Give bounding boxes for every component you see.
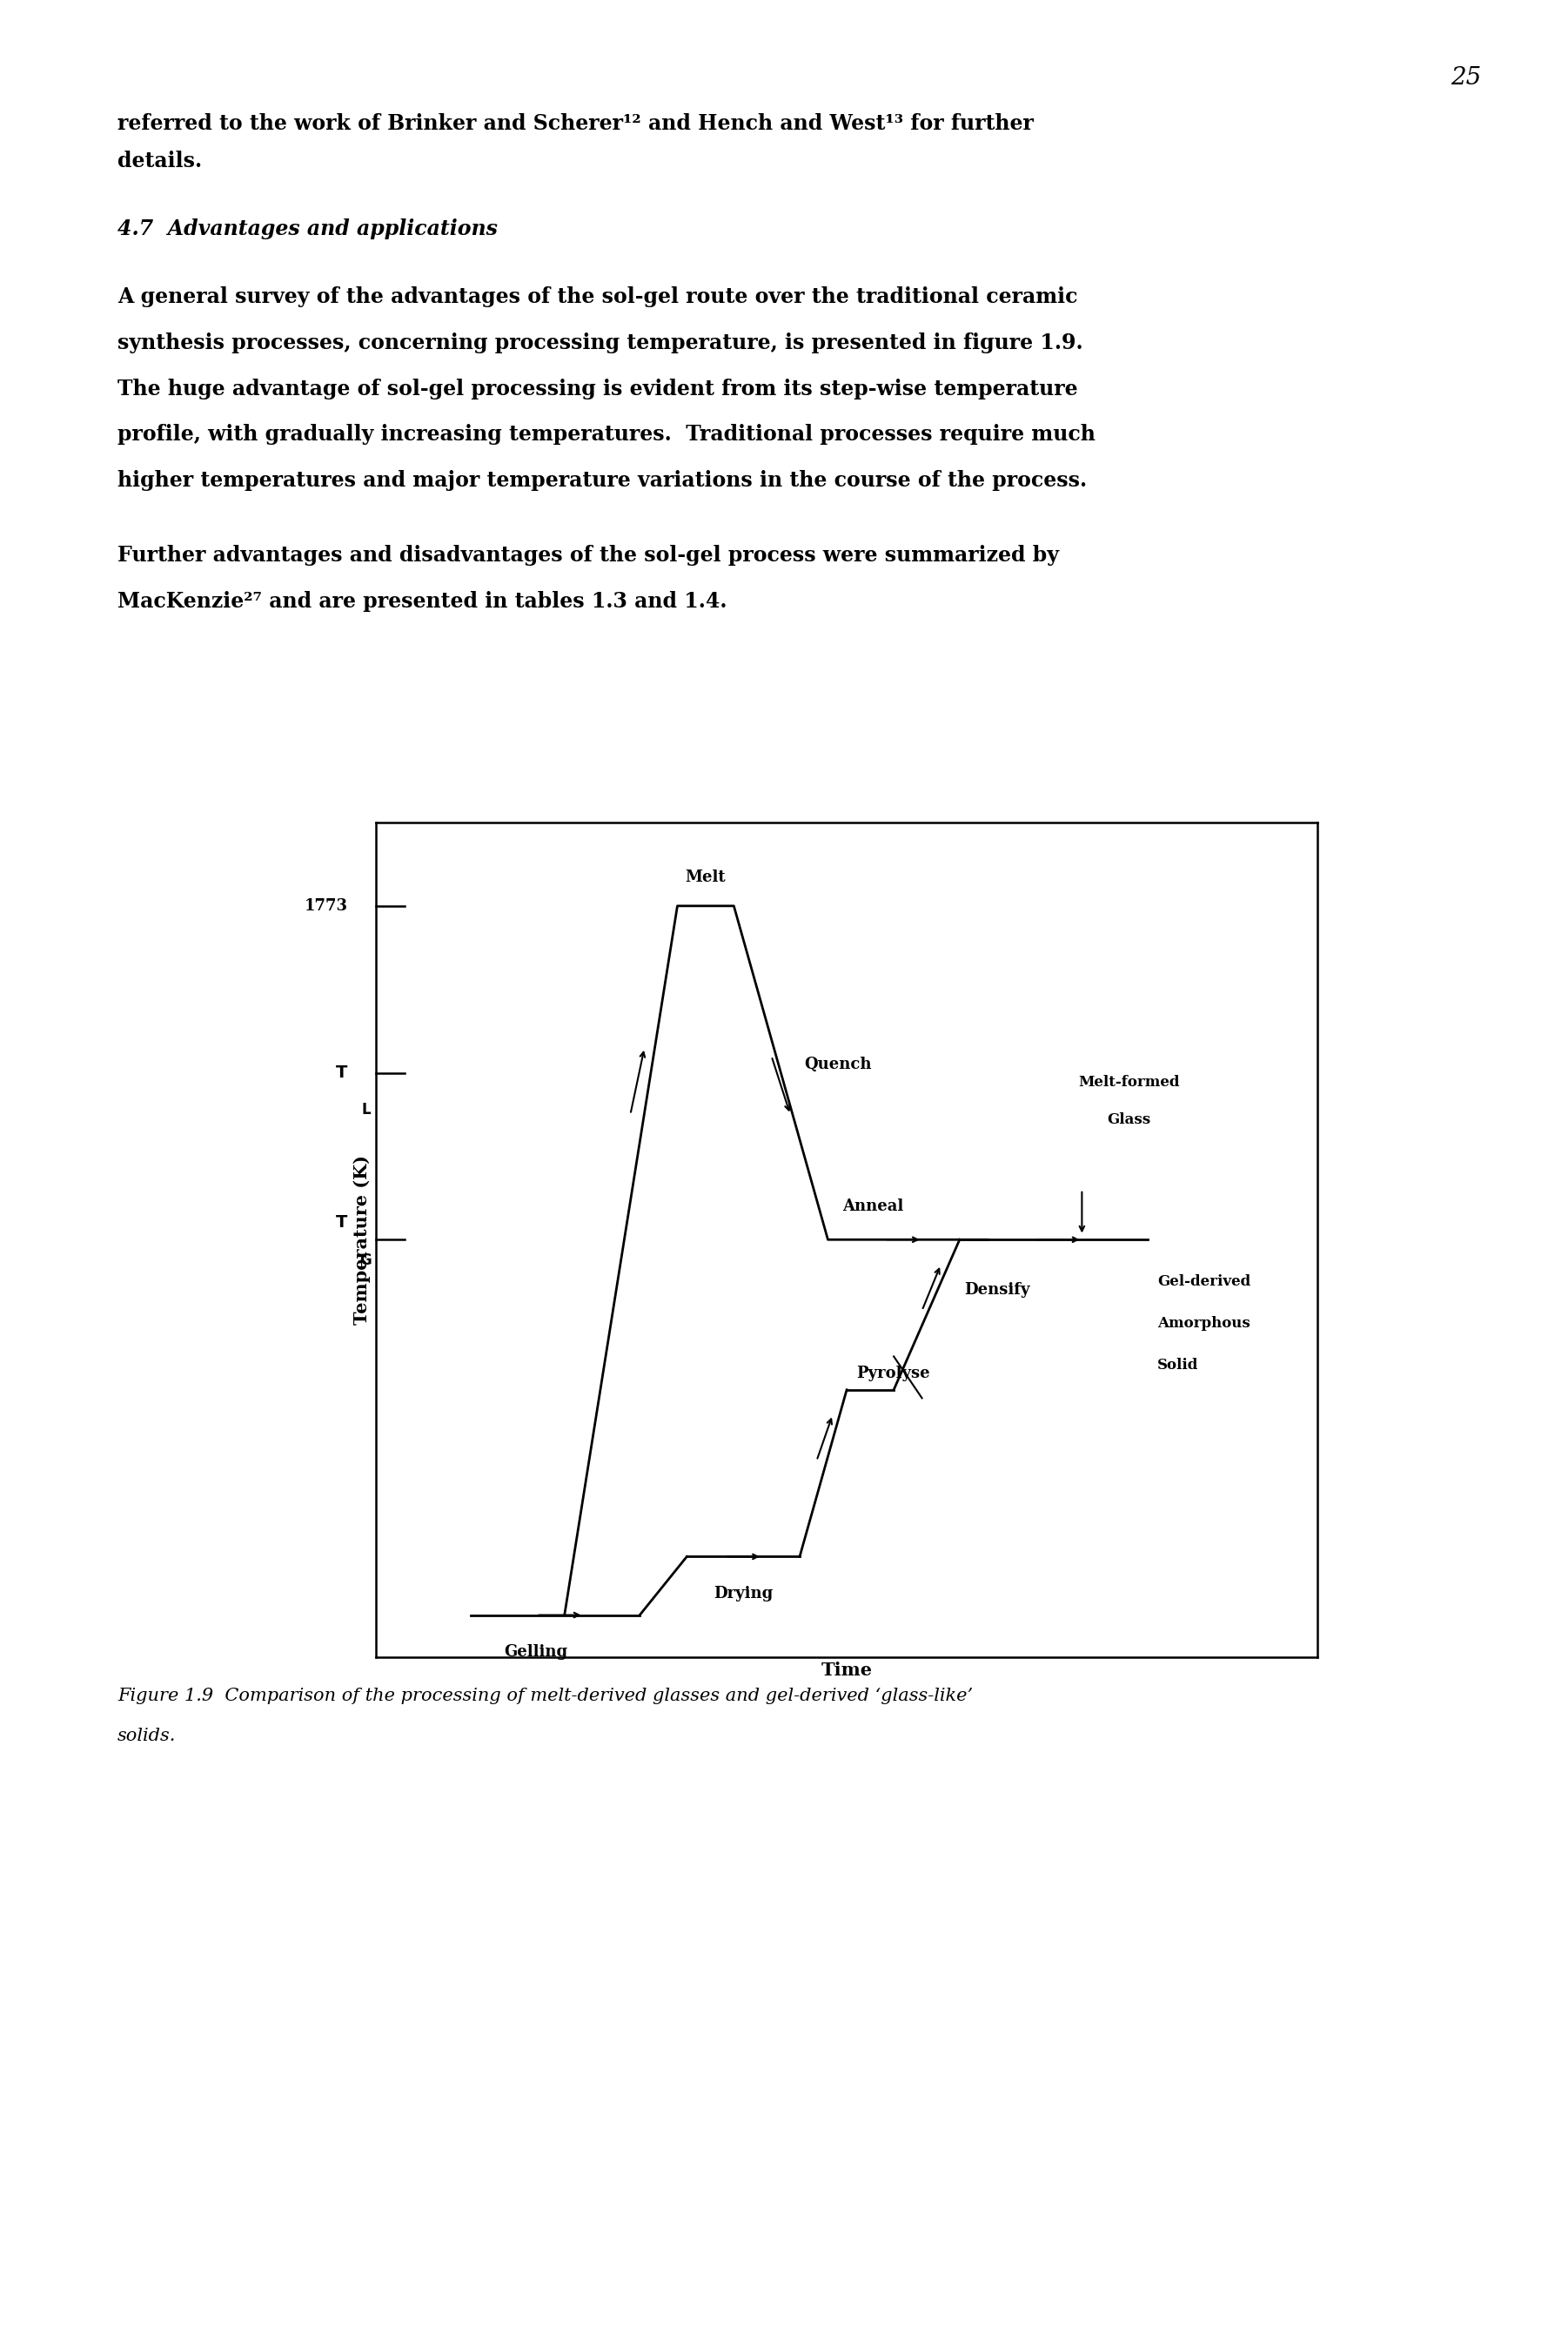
Text: synthesis processes, concerning processing temperature, is presented in figure 1: synthesis processes, concerning processi… <box>118 331 1083 352</box>
Text: Solid: Solid <box>1157 1358 1198 1372</box>
Text: $\mathbf{G}$: $\mathbf{G}$ <box>359 1253 372 1269</box>
Text: Glass: Glass <box>1107 1112 1151 1128</box>
Text: Anneal: Anneal <box>842 1198 903 1215</box>
Text: Quench: Quench <box>804 1058 872 1072</box>
Text: 1773: 1773 <box>304 898 348 914</box>
Text: Further advantages and disadvantages of the sol-gel process were summarized by: Further advantages and disadvantages of … <box>118 545 1058 566</box>
X-axis label: Time: Time <box>822 1661 872 1678</box>
Text: solids.: solids. <box>118 1727 176 1744</box>
Text: profile, with gradually increasing temperatures.  Traditional processes require : profile, with gradually increasing tempe… <box>118 423 1096 444</box>
Text: referred to the work of Brinker and Scherer¹² and Hench and West¹³ for further: referred to the work of Brinker and Sche… <box>118 113 1033 134</box>
Text: Densify: Densify <box>964 1281 1030 1297</box>
Text: MacKenzie²⁷ and are presented in tables 1.3 and 1.4.: MacKenzie²⁷ and are presented in tables … <box>118 592 728 611</box>
Text: Gel-derived: Gel-derived <box>1157 1274 1251 1288</box>
Text: The huge advantage of sol-gel processing is evident from its step-wise temperatu: The huge advantage of sol-gel processing… <box>118 378 1077 400</box>
Text: $\mathbf{T}$: $\mathbf{T}$ <box>336 1215 348 1231</box>
Text: A general survey of the advantages of the sol-gel route over the traditional cer: A general survey of the advantages of th… <box>118 287 1077 308</box>
Text: Gelling: Gelling <box>505 1645 568 1659</box>
Text: Pyrolyse: Pyrolyse <box>856 1365 930 1382</box>
Text: $\mathbf{T}$: $\mathbf{T}$ <box>336 1065 348 1081</box>
Text: Drying: Drying <box>713 1586 773 1600</box>
Text: Melt: Melt <box>685 870 726 886</box>
Text: details.: details. <box>118 150 202 172</box>
Text: $\mathbf{L}$: $\mathbf{L}$ <box>361 1102 372 1119</box>
Text: 25: 25 <box>1450 66 1482 89</box>
Text: Figure 1.9  Comparison of the processing of melt-derived glasses and gel-derived: Figure 1.9 Comparison of the processing … <box>118 1687 974 1704</box>
Text: higher temperatures and major temperature variations in the course of the proces: higher temperatures and major temperatur… <box>118 470 1087 491</box>
Text: Amorphous: Amorphous <box>1157 1316 1250 1330</box>
Text: Melt-formed: Melt-formed <box>1079 1074 1179 1090</box>
Text: 4.7  Advantages and applications: 4.7 Advantages and applications <box>118 219 497 240</box>
Y-axis label: Temperature (K): Temperature (K) <box>353 1154 370 1325</box>
